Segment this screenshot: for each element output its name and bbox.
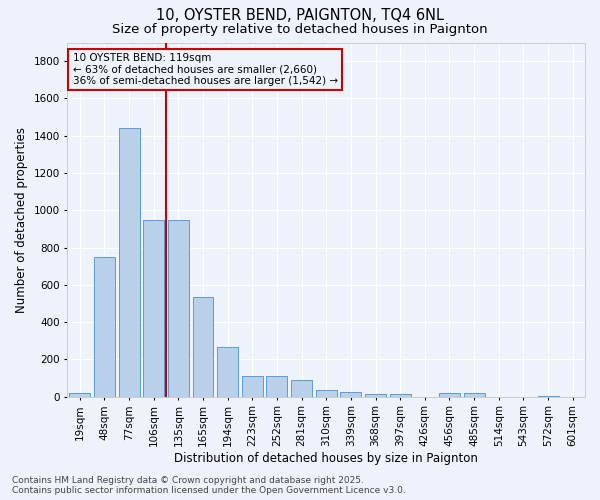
Bar bbox=[143, 220, 164, 396]
Bar bbox=[217, 348, 238, 397]
Text: 10 OYSTER BEND: 119sqm
← 63% of detached houses are smaller (2,660)
36% of semi-: 10 OYSTER BEND: 119sqm ← 63% of detached… bbox=[73, 53, 338, 86]
X-axis label: Distribution of detached houses by size in Paignton: Distribution of detached houses by size … bbox=[174, 452, 478, 465]
Bar bbox=[340, 392, 361, 396]
Bar bbox=[365, 394, 386, 396]
Text: 10, OYSTER BEND, PAIGNTON, TQ4 6NL: 10, OYSTER BEND, PAIGNTON, TQ4 6NL bbox=[156, 8, 444, 22]
Bar bbox=[69, 393, 90, 396]
Bar bbox=[193, 297, 214, 396]
Bar bbox=[291, 380, 312, 396]
Bar bbox=[168, 220, 189, 396]
Bar bbox=[266, 376, 287, 396]
Bar bbox=[119, 128, 140, 396]
Text: Contains HM Land Registry data © Crown copyright and database right 2025.
Contai: Contains HM Land Registry data © Crown c… bbox=[12, 476, 406, 495]
Bar bbox=[439, 394, 460, 396]
Text: Size of property relative to detached houses in Paignton: Size of property relative to detached ho… bbox=[112, 22, 488, 36]
Y-axis label: Number of detached properties: Number of detached properties bbox=[15, 126, 28, 312]
Bar bbox=[94, 257, 115, 396]
Bar bbox=[464, 394, 485, 396]
Bar bbox=[389, 394, 410, 396]
Bar bbox=[242, 376, 263, 396]
Bar bbox=[316, 390, 337, 396]
